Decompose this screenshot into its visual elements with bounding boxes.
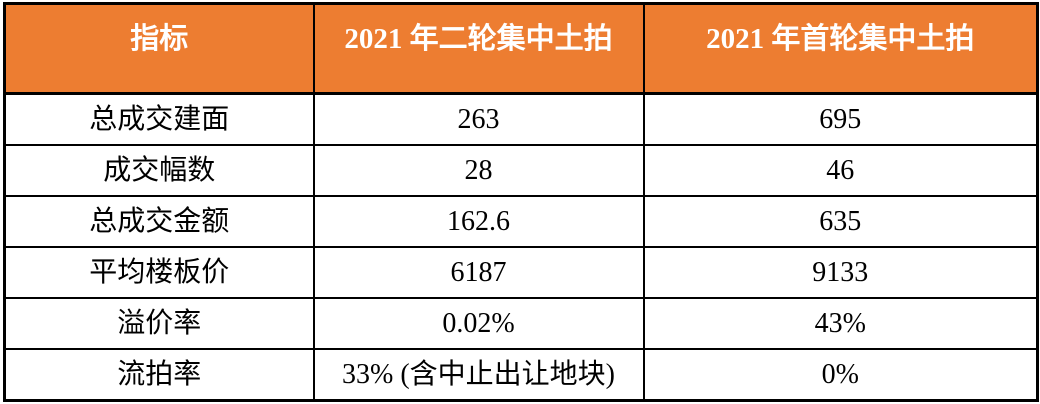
table-row: 总成交建面 263 695 <box>3 92 1039 146</box>
value-round2: 0.02% <box>312 297 645 350</box>
value-round2: 263 <box>312 92 645 146</box>
table-header: 指标 2021 年二轮集中土拍 2021 年首轮集中土拍 <box>3 2 1039 95</box>
column-header-round1-2021: 2021 年首轮集中土拍 <box>642 2 1039 95</box>
row-label: 流拍率 <box>3 348 315 402</box>
value-round2: 28 <box>312 144 645 197</box>
value-round1: 46 <box>642 144 1039 197</box>
value-round1: 635 <box>642 195 1039 248</box>
land-auction-table-container: 指标 2021 年二轮集中土拍 2021 年首轮集中土拍 总成交建面 263 6… <box>3 2 1039 402</box>
column-header-round2-2021: 2021 年二轮集中土拍 <box>312 2 645 95</box>
row-label: 总成交建面 <box>3 92 315 146</box>
table-row: 溢价率 0.02% 43% <box>3 297 1039 350</box>
header-row: 指标 2021 年二轮集中土拍 2021 年首轮集中土拍 <box>3 2 1039 95</box>
table-row: 总成交金额 162.6 635 <box>3 195 1039 248</box>
value-round1: 9133 <box>642 246 1039 299</box>
table-row: 成交幅数 28 46 <box>3 144 1039 197</box>
value-round2: 6187 <box>312 246 645 299</box>
value-round2: 162.6 <box>312 195 645 248</box>
row-label: 平均楼板价 <box>3 246 315 299</box>
table-body: 总成交建面 263 695 成交幅数 28 46 总成交金额 162.6 635… <box>3 92 1039 402</box>
column-header-indicator: 指标 <box>3 2 315 95</box>
row-label: 成交幅数 <box>3 144 315 197</box>
land-auction-table: 指标 2021 年二轮集中土拍 2021 年首轮集中土拍 总成交建面 263 6… <box>3 2 1039 402</box>
value-round1: 43% <box>642 297 1039 350</box>
table-row: 流拍率 33% (含中止出让地块) 0% <box>3 348 1039 402</box>
value-round1: 0% <box>642 348 1039 402</box>
table-row: 平均楼板价 6187 9133 <box>3 246 1039 299</box>
value-round2: 33% (含中止出让地块) <box>312 348 645 402</box>
row-label: 溢价率 <box>3 297 315 350</box>
row-label: 总成交金额 <box>3 195 315 248</box>
value-round1: 695 <box>642 92 1039 146</box>
